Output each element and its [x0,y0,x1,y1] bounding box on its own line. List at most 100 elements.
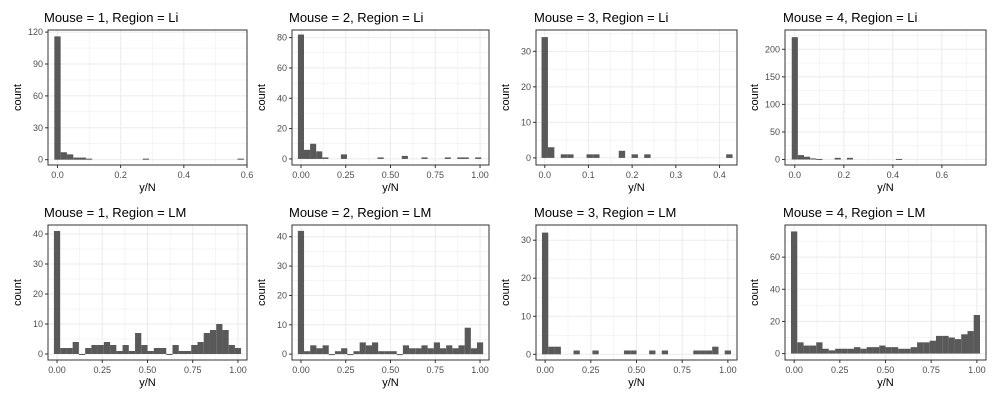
histogram-bar [560,154,568,158]
histogram-bar [128,351,136,354]
histogram-bar [297,34,304,159]
plot-area [536,30,737,165]
x-tick-label: 0.75 [184,365,202,375]
histogram-bar [712,346,719,355]
x-tick-label: 0.50 [139,365,157,375]
histogram-bar [567,154,574,158]
histogram-bar [66,154,74,160]
y-tick-label: 10 [277,320,287,330]
y-tick-label: 20 [770,316,780,326]
y-tick-label: 150 [765,72,780,82]
y-tick-label: 50 [770,127,780,137]
histogram-bar [790,231,798,354]
histogram-bar [197,342,204,354]
histogram-bar [396,354,403,356]
histogram-bar [910,347,918,354]
x-tick-label: 0.0 [789,170,802,180]
histogram-bar [153,348,161,354]
panel-title: Mouse = 4, Region = Li [783,10,918,25]
histogram-bar [141,345,148,354]
y-tick-label: 40 [277,232,287,242]
histogram-bar [810,158,817,160]
histogram-bar [203,333,210,354]
histogram-bar [421,345,428,355]
histogram-bar [923,342,930,354]
histogram-bar [879,345,886,354]
x-tick-label: 0.4 [178,170,191,180]
histogram-bar [409,348,416,355]
histogram-bar [623,350,631,355]
x-tick-label: 0.50 [628,365,646,375]
y-tick-label: 20 [521,273,531,283]
histogram-bar [147,351,154,354]
histogram-bar [822,348,829,354]
histogram-bar [898,348,905,354]
histogram-bar [693,350,700,355]
histogram-bar [85,158,93,160]
x-tick-label: 1.00 [471,170,489,180]
panel-border [47,29,248,166]
histogram-bar [310,345,317,355]
y-tick-label: 30 [521,235,531,245]
x-tick-label: 0.00 [292,170,310,180]
panel-title: Mouse = 1, Region = LM [44,205,187,220]
x-axis-label: y/N [628,182,645,194]
y-tick-label: 40 [770,284,780,294]
x-axis-label: y/N [877,182,894,194]
y-tick-label: 0 [526,349,531,359]
histogram-bar [72,342,79,354]
y-tick-label: 60 [33,91,43,101]
x-tick-label: 0.2 [114,170,127,180]
histogram-bar [60,152,67,160]
histogram-bar [97,345,104,354]
y-tick-label: 200 [765,44,780,54]
histogram-bar [630,350,637,355]
histogram-bar [895,158,903,160]
histogram-bar [304,149,311,159]
histogram-bar [929,340,936,354]
histogram-bar [402,345,410,355]
x-tick-label: 0.25 [831,365,849,375]
x-tick-label: 0.75 [427,170,445,180]
x-tick-label: 0.1 [582,170,595,180]
x-tick-label: 0.0 [51,170,64,180]
y-tick-label: 10 [521,311,531,321]
histogram-bar [726,154,733,158]
histogram-bar [644,154,651,158]
histogram-bar [78,354,86,355]
histogram-bar [724,350,732,355]
y-axis-label: count [256,84,268,111]
histogram-panel: 0.00 0.25 0.50 0.75 1.00 0 10 20 30 40 y/N count [256,224,490,389]
histogram-bar [828,350,836,354]
x-axis-label: y/N [139,377,156,389]
y-tick-label: 20 [521,82,531,92]
histogram-bar [803,345,810,354]
x-tick-label: 0.0 [538,170,551,180]
y-tick-label: 0 [282,154,287,164]
y-axis-label: count [500,279,512,306]
histogram-bar [954,339,962,354]
panel-title: Mouse = 1, Region = Li [44,10,179,25]
x-tick-label: 0.6 [936,170,949,180]
histogram-panel: 0.00 0.25 0.50 0.75 1.00 0 20 40 60 y/N count [749,224,987,389]
histogram-bar [631,154,638,158]
histogram-bar [942,335,949,354]
x-tick-label: 0.25 [94,365,112,375]
x-tick-label: 1.00 [719,365,737,375]
y-tick-label: 0 [38,155,43,165]
histogram-bar [547,147,555,158]
y-axis-label: count [749,84,761,111]
histogram-bar [866,347,873,354]
x-tick-label: 0.00 [785,365,803,375]
histogram-bar [834,157,841,160]
y-tick-label: 0 [282,349,287,359]
x-tick-label: 0.50 [382,365,400,375]
histogram-bar [191,345,198,354]
y-tick-label: 30 [33,123,43,133]
histogram-panel: 0.00 0.25 0.50 0.75 1.00 0 10 20 30 40 y/N count [12,224,248,389]
x-tick-label: 0.25 [582,365,600,375]
y-tick-label: 60 [277,63,287,73]
histogram-bar [661,350,669,355]
histogram-bar [377,157,384,159]
